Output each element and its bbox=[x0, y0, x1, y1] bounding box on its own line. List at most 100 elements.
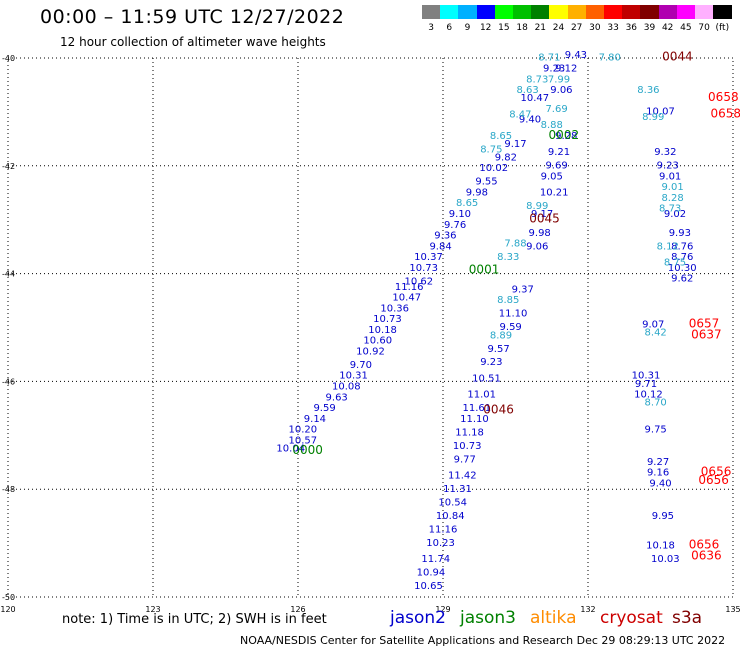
y-tick-label: -40 bbox=[2, 54, 15, 63]
wave-height-label: 9.27 bbox=[647, 457, 669, 468]
wave-height-label: 10.20 bbox=[289, 425, 318, 436]
pass-time-label: 0657 bbox=[689, 317, 720, 331]
pass-time-label: 0002 bbox=[549, 128, 580, 142]
wave-height-label: 8.71 bbox=[538, 53, 560, 64]
wave-height-label: 9.10 bbox=[449, 209, 471, 220]
pass-time-label: 0656 bbox=[689, 537, 720, 551]
y-tick-label: -48 bbox=[2, 485, 15, 494]
y-tick-label: -42 bbox=[2, 162, 15, 171]
color-swatch bbox=[567, 5, 587, 19]
wave-height-label: 10.12 bbox=[634, 390, 663, 401]
color-swatch bbox=[513, 5, 532, 19]
wave-height-label: 9.84 bbox=[429, 241, 451, 252]
color-swatch bbox=[476, 5, 496, 19]
wave-height-label: 8.42 bbox=[645, 328, 667, 339]
wave-height-label: 9.69 bbox=[545, 160, 567, 171]
wave-height-label: 9.32 bbox=[654, 147, 676, 158]
x-tick-label: 132 bbox=[580, 605, 595, 614]
pass-time-label: 0045 bbox=[529, 211, 560, 225]
color-swatch bbox=[549, 5, 569, 19]
wave-height-label: 10.18 bbox=[646, 540, 675, 551]
y-tick-label: -46 bbox=[2, 377, 15, 386]
wave-height-label: 8.75 bbox=[664, 258, 686, 269]
wave-height-label: 10.84 bbox=[436, 511, 465, 522]
wave-height-label: 9.40 bbox=[519, 115, 541, 126]
legend-item-s3a: s3a bbox=[672, 608, 703, 628]
color-scale-label: 3 bbox=[428, 23, 434, 33]
color-swatch bbox=[713, 5, 732, 19]
x-tick-label: 120 bbox=[0, 605, 15, 614]
wave-height-label: 9.76 bbox=[444, 220, 466, 231]
wave-height-label: 8.36 bbox=[637, 85, 659, 96]
color-swatch bbox=[640, 5, 660, 19]
legend-item-cryosat: cryosat bbox=[600, 608, 663, 628]
color-swatch bbox=[440, 5, 459, 19]
pass-time-label: 0656 bbox=[698, 473, 729, 487]
wave-height-label: 9.07 bbox=[642, 320, 664, 331]
wave-height-label: 9.37 bbox=[512, 284, 534, 295]
pass-time-label: 0656 bbox=[701, 465, 732, 479]
legend-item-altika: altika bbox=[530, 608, 577, 628]
wave-height-label: 11.16 bbox=[395, 282, 424, 293]
wave-height-label: 10.08 bbox=[332, 381, 361, 392]
wave-height-label: 8.33 bbox=[497, 252, 519, 263]
wave-height-label: 9.40 bbox=[649, 479, 671, 490]
wave-height-label: 9.77 bbox=[454, 454, 476, 465]
color-swatch bbox=[422, 5, 441, 19]
chart-subtitle: 12 hour collection of altimeter wave hei… bbox=[60, 35, 326, 49]
wave-height-label: 9.93 bbox=[669, 228, 691, 239]
wave-height-label: 9.82 bbox=[495, 152, 517, 163]
x-tick-label: 123 bbox=[145, 605, 160, 614]
pass-time-label: 0046 bbox=[483, 403, 514, 417]
wave-height-label: 10.04 bbox=[276, 443, 305, 454]
pass-time-label: 0658 bbox=[708, 90, 739, 104]
wave-height-label: 9.17 bbox=[504, 139, 526, 150]
wave-height-label: 8.75 bbox=[480, 144, 502, 155]
color-swatch bbox=[695, 5, 714, 19]
wave-height-label: 10.21 bbox=[540, 187, 569, 198]
y-tick-label: -50 bbox=[2, 593, 15, 602]
wave-height-label: 11.18 bbox=[455, 427, 484, 438]
color-scale-label: 15 bbox=[498, 23, 510, 33]
wave-height-label: 10.57 bbox=[289, 435, 318, 446]
chart-title: 00:00 – 11:59 UTC 12/27/2022 bbox=[40, 6, 345, 28]
wave-height-label: 8.47 bbox=[509, 109, 531, 120]
color-swatch bbox=[531, 5, 550, 19]
wave-height-label: 9.98 bbox=[466, 187, 488, 198]
footer-credit: NOAA/NESDIS Center for Satellite Applica… bbox=[240, 634, 726, 647]
wave-height-label: 10.03 bbox=[651, 554, 680, 565]
wave-height-label: 7.88 bbox=[504, 239, 526, 250]
wave-height-label: 9.98 bbox=[529, 228, 551, 239]
wave-height-label: 10.54 bbox=[438, 497, 467, 508]
color-scale-label: 39 bbox=[643, 23, 656, 33]
wave-height-label: 8.88 bbox=[541, 120, 563, 131]
wave-height-label: 11.01 bbox=[467, 390, 496, 401]
color-scale-label: 36 bbox=[625, 23, 638, 33]
x-tick-label: 126 bbox=[290, 605, 305, 614]
axis-labels: 120 123 126 129 132 135 -40 -42 -44 -46 -48 -50 bbox=[0, 54, 740, 614]
color-swatch bbox=[604, 5, 623, 19]
color-scale-label: 6 bbox=[446, 23, 453, 33]
wave-height-label: 8.65 bbox=[456, 198, 478, 209]
wave-height-label: 7.69 bbox=[545, 104, 567, 115]
color-scale-label: 33 bbox=[607, 23, 619, 33]
y-tick-label: -44 bbox=[2, 270, 15, 279]
wave-height-label: 9.23 bbox=[480, 357, 502, 368]
x-tick-label: 129 bbox=[435, 605, 450, 614]
wave-height-label: 9.02 bbox=[664, 209, 686, 220]
color-swatch bbox=[658, 5, 678, 19]
pass-time-label: 0044 bbox=[662, 50, 693, 64]
wave-height-label: 9.28 bbox=[555, 131, 577, 142]
wave-height-label: 10.73 bbox=[453, 441, 482, 452]
wave-height-label: 7.80 bbox=[599, 53, 621, 64]
wave-height-label: 10.31 bbox=[632, 371, 661, 382]
pass-time-label: 0636 bbox=[691, 548, 722, 562]
color-scale-label: 42 bbox=[661, 23, 674, 33]
wave-height-label: 8.28 bbox=[661, 193, 683, 204]
color-swatch bbox=[622, 5, 641, 19]
wave-height-label: 11.61 bbox=[463, 403, 492, 414]
color-swatch bbox=[458, 5, 478, 19]
color-scale-label: 30 bbox=[589, 23, 601, 33]
wave-height-label: 10.18 bbox=[368, 325, 397, 336]
wave-height-label: 11.31 bbox=[443, 484, 472, 495]
